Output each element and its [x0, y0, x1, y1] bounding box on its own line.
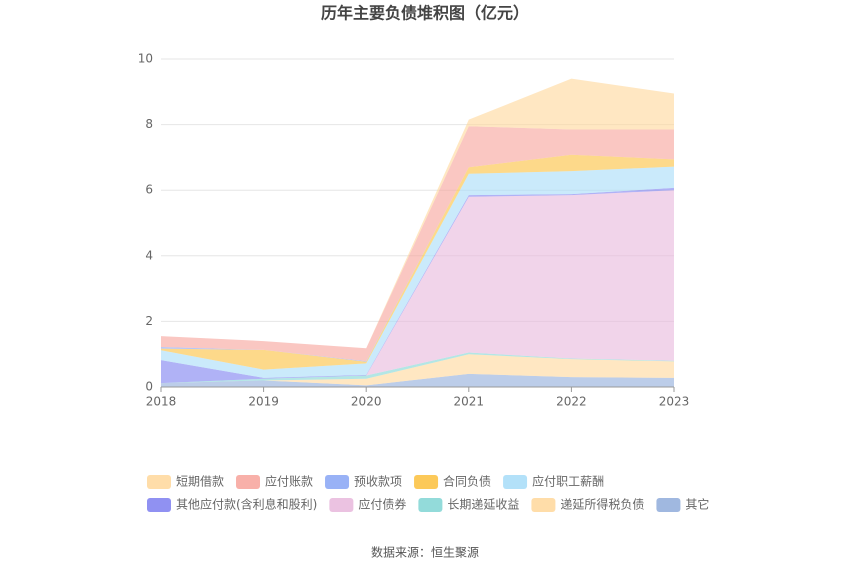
area	[161, 354, 674, 386]
legend-label: 其他应付款(含利息和股利)	[176, 497, 317, 512]
legend-swatch	[325, 475, 350, 489]
area	[161, 373, 674, 387]
area	[161, 78, 674, 349]
legend-swatch	[503, 475, 528, 489]
source: 数据来源：恒生聚源	[371, 545, 479, 560]
legend-label: 短期借款	[176, 475, 224, 489]
y-tick-label: 8	[145, 117, 153, 131]
legend-label: 其它	[685, 497, 709, 512]
y-tick-label: 10	[138, 52, 153, 66]
y-tick-label: 6	[145, 183, 153, 197]
x-tick-label: 2023	[659, 395, 690, 409]
area	[161, 190, 674, 384]
legend-swatch	[329, 498, 354, 512]
area	[161, 166, 674, 378]
x-tick-label: 2018	[146, 395, 177, 409]
legend-swatch	[147, 498, 171, 512]
legend-label: 应付职工薪酬	[532, 474, 604, 489]
chart-title: 历年主要负债堆积图（亿元）	[321, 4, 529, 23]
area	[161, 187, 674, 384]
x-tick-label: 2020	[351, 395, 382, 409]
y-tick-label: 4	[145, 248, 153, 262]
x-tick-label: 2022	[556, 395, 587, 409]
y-tick-label: 0	[145, 380, 153, 394]
legend-label: 合同负债	[443, 474, 491, 489]
legend-swatch	[147, 475, 171, 489]
y-tick-label: 2	[145, 314, 153, 328]
legend-label: 应付账款	[265, 474, 313, 489]
legend-swatch	[414, 475, 439, 489]
legend-label: 预收款项	[354, 475, 402, 489]
legend-label: 递延所得税负债	[560, 497, 644, 512]
legend-swatch	[656, 498, 681, 512]
legend-swatch	[236, 475, 261, 489]
x-tick-label: 2021	[454, 395, 485, 409]
legend-swatch	[531, 498, 556, 512]
legend-label: 长期递延收益	[447, 498, 519, 512]
legend-swatch	[418, 498, 443, 512]
area	[161, 126, 674, 362]
legend-label: 应付债券	[358, 497, 406, 512]
x-tick-label: 2019	[248, 395, 279, 409]
